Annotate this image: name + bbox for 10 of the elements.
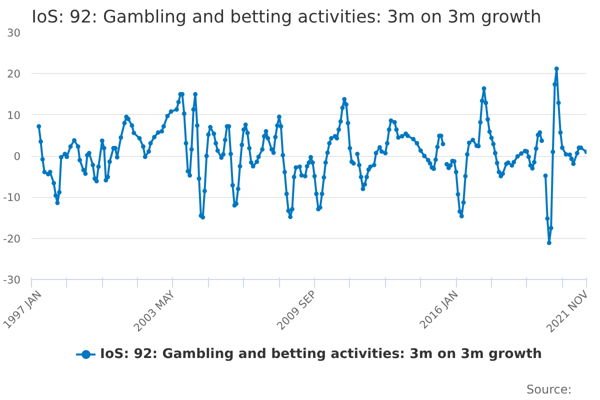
legend-label: IoS: 92: Gambling and betting activities: 3m on 3m growth — [100, 346, 542, 362]
y-tick-label: 0 — [14, 150, 21, 163]
chart-title: IoS: 92: Gambling and betting activities: 3m on 3m growth — [32, 8, 542, 28]
y-tick-label: -30 — [3, 274, 21, 286]
y-tick-label: -20 — [3, 232, 21, 246]
y-tick-label: 20 — [6, 68, 21, 81]
y-tick-label: 10 — [6, 108, 21, 122]
source-note: Source: — [526, 382, 572, 396]
y-tick-label: -10 — [3, 191, 21, 204]
y-tick-label: 30 — [6, 26, 21, 40]
